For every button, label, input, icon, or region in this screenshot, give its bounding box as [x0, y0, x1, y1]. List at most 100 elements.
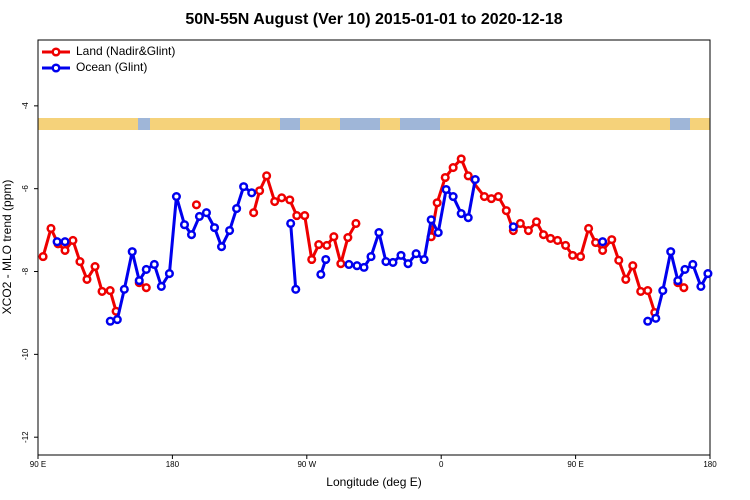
legend-marker	[51, 63, 61, 73]
data-point	[636, 286, 646, 296]
data-point	[300, 211, 310, 221]
data-point	[703, 269, 713, 279]
data-point	[666, 247, 676, 257]
data-point	[621, 274, 631, 284]
data-point	[696, 281, 706, 291]
data-point	[255, 186, 265, 196]
data-point	[209, 223, 220, 233]
data-point	[486, 194, 496, 204]
data-point	[127, 247, 137, 257]
data-point	[523, 225, 533, 236]
x-axis-label: Longitude (deg E)	[326, 475, 421, 489]
y-tick-label: -6	[21, 185, 30, 193]
data-point	[538, 230, 549, 240]
data-point	[403, 259, 413, 269]
data-point	[247, 188, 257, 198]
data-point	[426, 215, 436, 225]
map-strip	[38, 118, 710, 130]
data-point	[46, 223, 56, 233]
data-point	[191, 200, 201, 210]
data-point	[52, 237, 62, 247]
data-point	[119, 284, 129, 294]
data-point	[352, 261, 362, 271]
data-point	[82, 274, 92, 284]
data-point	[688, 259, 698, 270]
data-point	[336, 259, 346, 269]
data-point	[179, 220, 190, 230]
data-point	[291, 284, 301, 294]
data-point	[628, 261, 638, 271]
data-point	[141, 264, 151, 275]
data-point	[374, 228, 384, 238]
data-point	[292, 211, 302, 221]
legend-marker	[51, 47, 61, 57]
data-point	[316, 269, 326, 279]
data-point	[396, 250, 406, 260]
x-tick-label: 180	[703, 460, 717, 469]
data-point	[448, 192, 458, 202]
data-point	[277, 193, 287, 203]
data-point	[105, 286, 115, 296]
data-point	[232, 204, 242, 214]
data-point	[591, 237, 601, 248]
data-point	[470, 175, 480, 185]
y-tick-label: -4	[21, 102, 30, 110]
data-point	[134, 276, 144, 286]
x-tick-label: 90 E	[30, 460, 46, 469]
data-point	[38, 252, 48, 262]
y-axis-label: XCO2 - MLO trend (ppm)	[0, 180, 14, 315]
data-point	[286, 218, 296, 229]
data-point	[531, 217, 542, 227]
data-point	[673, 276, 683, 286]
y-tick-label: -12	[21, 431, 30, 443]
data-point	[68, 235, 78, 246]
data-point	[515, 218, 525, 229]
data-point	[262, 171, 272, 181]
data-point	[388, 257, 398, 267]
data-point	[366, 252, 376, 262]
data-point	[575, 252, 586, 262]
data-point	[239, 182, 249, 192]
x-tick-label: 0	[439, 460, 444, 469]
data-point	[568, 250, 578, 260]
data-point	[307, 254, 317, 265]
data-point	[432, 198, 442, 208]
data-point	[225, 225, 235, 236]
data-point	[440, 172, 450, 183]
data-point	[433, 228, 443, 238]
data-point	[112, 315, 122, 325]
data-point	[344, 259, 354, 270]
legend-label: Land (Nadir&Glint)	[76, 44, 175, 58]
data-point	[60, 245, 70, 255]
data-point	[149, 259, 159, 270]
series-line	[41, 157, 685, 313]
data-point	[456, 208, 466, 219]
data-point	[561, 240, 571, 250]
data-point	[314, 240, 324, 250]
y-tick-label: -8	[21, 267, 30, 275]
series-line	[57, 179, 710, 323]
data-point	[164, 269, 174, 279]
chart-title: 50N-55N August (Ver 10) 2015-01-01 to 20…	[185, 11, 562, 28]
data-point	[584, 223, 594, 233]
data-point	[270, 196, 280, 207]
data-point	[679, 283, 689, 293]
data-point	[285, 195, 295, 205]
data-point	[493, 192, 503, 202]
data-point	[501, 206, 511, 216]
data-point	[329, 232, 339, 242]
data-point	[463, 171, 473, 181]
data-point	[322, 240, 332, 250]
data-point	[249, 208, 259, 218]
data-point	[651, 313, 661, 323]
data-point	[614, 255, 624, 265]
data-point	[463, 213, 473, 223]
data-point	[456, 154, 466, 164]
data-point	[171, 192, 181, 202]
data-point	[156, 281, 166, 291]
data-point	[194, 211, 204, 221]
data-point	[658, 286, 668, 296]
x-tick-label: 90 E	[567, 460, 583, 469]
data-point	[381, 257, 391, 267]
legend-label: Ocean (Glint)	[76, 60, 147, 74]
